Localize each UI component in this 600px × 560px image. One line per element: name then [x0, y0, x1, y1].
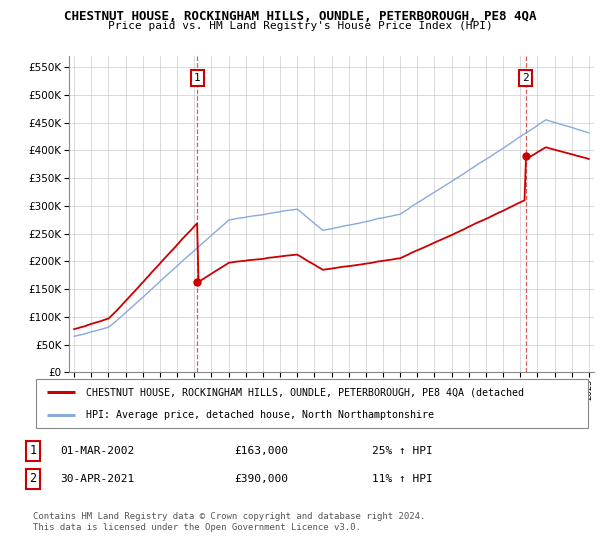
- Text: HPI: Average price, detached house, North Northamptonshire: HPI: Average price, detached house, Nort…: [86, 410, 434, 420]
- Text: CHESTNUT HOUSE, ROCKINGHAM HILLS, OUNDLE, PETERBOROUGH, PE8 4QA (detached: CHESTNUT HOUSE, ROCKINGHAM HILLS, OUNDLE…: [86, 388, 524, 398]
- Text: Contains HM Land Registry data © Crown copyright and database right 2024.
This d: Contains HM Land Registry data © Crown c…: [33, 512, 425, 532]
- Text: 25% ↑ HPI: 25% ↑ HPI: [372, 446, 433, 456]
- Text: 1: 1: [194, 73, 200, 83]
- Text: 2: 2: [523, 73, 529, 83]
- Text: 30-APR-2021: 30-APR-2021: [60, 474, 134, 484]
- Text: CHESTNUT HOUSE, ROCKINGHAM HILLS, OUNDLE, PETERBOROUGH, PE8 4QA: CHESTNUT HOUSE, ROCKINGHAM HILLS, OUNDLE…: [64, 10, 536, 22]
- Text: 1: 1: [29, 444, 37, 458]
- Text: 01-MAR-2002: 01-MAR-2002: [60, 446, 134, 456]
- Text: £390,000: £390,000: [234, 474, 288, 484]
- FancyBboxPatch shape: [36, 379, 588, 428]
- Text: Price paid vs. HM Land Registry's House Price Index (HPI): Price paid vs. HM Land Registry's House …: [107, 21, 493, 31]
- Text: 2: 2: [29, 472, 37, 486]
- Text: £163,000: £163,000: [234, 446, 288, 456]
- Text: 11% ↑ HPI: 11% ↑ HPI: [372, 474, 433, 484]
